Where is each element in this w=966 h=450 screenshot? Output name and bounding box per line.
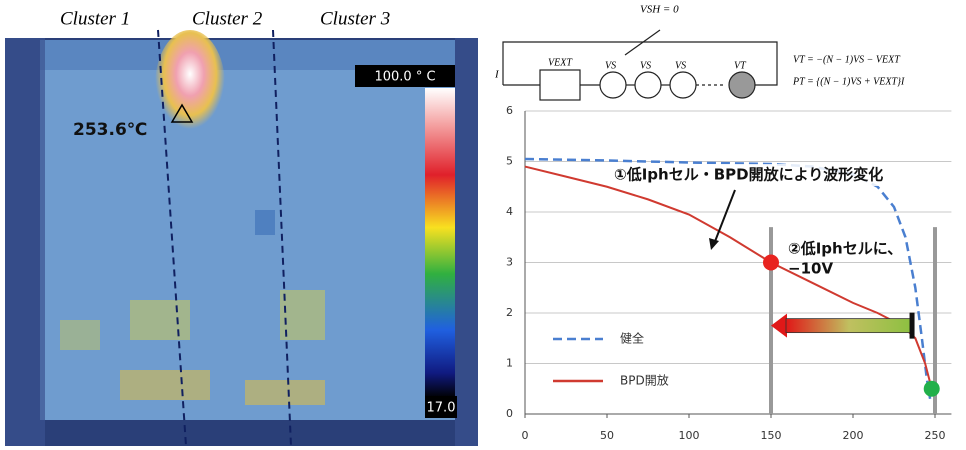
y-tick-label: 1 — [506, 357, 513, 370]
y-tick-label: 4 — [506, 205, 513, 218]
x-tick-label: 200 — [843, 429, 864, 442]
circuit — [502, 29, 778, 101]
scale-min: 17.0 — [427, 401, 456, 416]
circuit-label: VS — [605, 60, 616, 71]
x-tick-label: 150 — [761, 429, 782, 442]
circuit-equation: PT = {(N − 1)VS + VEXT}I — [792, 76, 905, 87]
x-tick-label: 0 — [522, 429, 529, 442]
arrow-body — [785, 318, 913, 334]
circuit-label: VSH = 0 — [640, 4, 679, 16]
chart: 0 1 2 3 4 5 6 0 50 100 150 200 250 ①低Iphセル・BPD開放により波形… — [506, 104, 952, 442]
y-tick-label: 2 — [506, 306, 513, 319]
arrow — [771, 313, 787, 338]
annotation: −10V — [788, 260, 833, 278]
circuit-label: VEXT — [548, 57, 573, 68]
annotation: ②低Iphセルに、 — [788, 240, 902, 258]
x-tick-label: 50 — [600, 429, 614, 442]
highlight-point — [763, 254, 779, 271]
circuit-equation: VT = −(N − 1)VS − VEXT — [793, 54, 901, 65]
y-tick-label: 5 — [506, 155, 513, 168]
cluster-label: Cluster 3 — [320, 8, 390, 29]
y-tick-label: 3 — [506, 256, 513, 269]
annotation: ①低Iphセル・BPD開放により波形変化 — [614, 166, 883, 184]
circuit-label: VT — [734, 60, 747, 71]
circuit-label: VS — [675, 60, 686, 71]
cluster-label: Cluster 1 — [60, 8, 130, 29]
thermal-image — [5, 29, 478, 447]
series-line — [524, 165, 933, 390]
annotation-arrow-head — [709, 238, 719, 250]
y-tick-label: 6 — [506, 104, 513, 117]
circuit-label: VS — [640, 60, 651, 71]
hotspot-label: 253.6℃ — [73, 120, 147, 140]
y-tick-label: 0 — [506, 407, 513, 420]
circuit-label: I — [494, 69, 500, 81]
x-tick-label: 250 — [925, 429, 946, 442]
scale-max: 100.0 ° C — [374, 70, 435, 85]
cluster-label: Cluster 2 — [192, 8, 263, 29]
highlight-point — [923, 380, 940, 397]
annotation-arrow — [713, 189, 736, 245]
annotation-box — [612, 164, 952, 186]
series-line — [524, 157, 932, 400]
x-tick-label: 100 — [679, 429, 700, 442]
legend-label: 健全 — [620, 331, 644, 346]
legend-label: BPD開放 — [620, 373, 669, 388]
